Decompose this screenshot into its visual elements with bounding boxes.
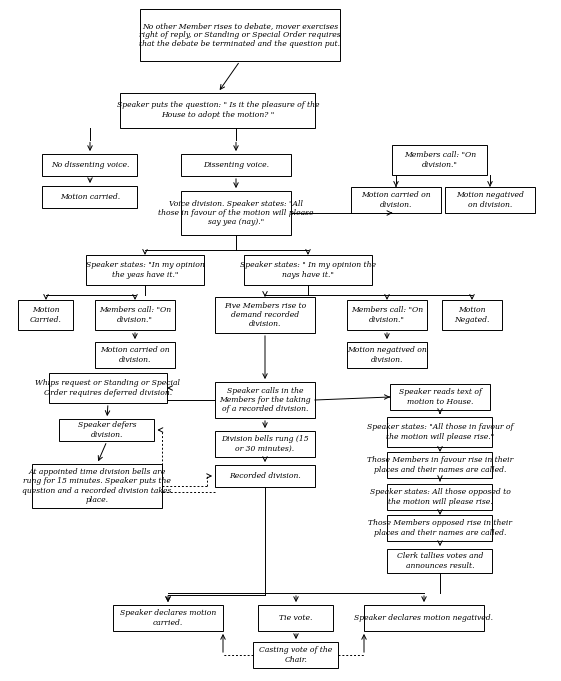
Bar	[181, 191, 291, 235]
Text: No dissenting voice.: No dissenting voice.	[51, 161, 129, 169]
Text: Speaker states: "In my opinion
the yeas have it.": Speaker states: "In my opinion the yeas …	[86, 262, 204, 279]
Text: Those Members in favour rise in their
places and their names are called.: Those Members in favour rise in their pl…	[367, 456, 513, 473]
Text: No other Member rises to debate, mover exercises
right of reply, or Standing or : No other Member rises to debate, mover e…	[139, 22, 341, 48]
Text: Speaker reads text of
motion to House.: Speaker reads text of motion to House.	[398, 388, 481, 406]
Bar	[49, 373, 167, 403]
Bar	[347, 300, 427, 330]
Bar	[388, 484, 493, 510]
Text: Dissenting voice.: Dissenting voice.	[203, 161, 269, 169]
Text: Division bells rung (15
or 30 minutes).: Division bells rung (15 or 30 minutes).	[221, 435, 309, 453]
Bar	[364, 605, 484, 631]
Text: Speaker declares motion negatived.: Speaker declares motion negatived.	[355, 614, 494, 622]
Bar	[32, 464, 162, 508]
Bar	[95, 300, 175, 330]
Text: Speaker puts the question: " Is it the pleasure of the
House to adopt the motion: Speaker puts the question: " Is it the p…	[117, 101, 319, 118]
Bar	[442, 300, 502, 330]
Bar	[347, 342, 427, 368]
Text: Tie vote.: Tie vote.	[279, 614, 312, 622]
Bar	[388, 452, 493, 478]
Bar	[393, 145, 488, 175]
Bar	[254, 642, 338, 668]
Text: Motion negatived on
division.: Motion negatived on division.	[347, 347, 427, 364]
Bar	[215, 297, 315, 333]
Bar	[86, 255, 204, 285]
Bar	[113, 605, 223, 631]
Bar	[215, 465, 315, 487]
Text: Motion carried.: Motion carried.	[60, 193, 120, 201]
Text: Motion carried on
division.: Motion carried on division.	[361, 191, 431, 208]
Text: Motion negatived
on division.: Motion negatived on division.	[456, 191, 524, 208]
Text: Five Members rise to
demand recorded
division.: Five Members rise to demand recorded div…	[224, 302, 306, 328]
Text: Members call: "On
division.": Members call: "On division."	[351, 306, 423, 323]
Text: Motion carried on
division.: Motion carried on division.	[100, 347, 170, 364]
Bar	[95, 342, 175, 368]
Bar	[43, 154, 137, 176]
Bar	[351, 187, 441, 213]
Bar	[390, 384, 490, 410]
Text: Speaker declares motion
carried.: Speaker declares motion carried.	[120, 609, 216, 627]
Bar	[59, 419, 154, 441]
Text: Speaker states: " In my opinion the
nays have it.": Speaker states: " In my opinion the nays…	[240, 262, 376, 279]
Text: Clerk tallies votes and
announces result.: Clerk tallies votes and announces result…	[397, 552, 483, 569]
Bar	[244, 255, 372, 285]
Text: Casting vote of the
Chair.: Casting vote of the Chair.	[259, 646, 333, 663]
Text: Speaker defers
division.: Speaker defers division.	[78, 422, 136, 439]
Bar	[445, 187, 535, 213]
Bar	[388, 417, 493, 447]
Bar	[388, 549, 493, 573]
Text: Whips request or Standing or Special
Order requires deferred division.: Whips request or Standing or Special Ord…	[35, 379, 181, 396]
Text: At appointed time division bells are
rung for 15 minutes. Speaker puts the
quest: At appointed time division bells are run…	[22, 469, 172, 504]
Bar	[259, 605, 333, 631]
Text: Members call: "On
division.": Members call: "On division."	[404, 151, 476, 169]
Text: Voice division. Speaker states: "All
those in favour of the motion will please
s: Voice division. Speaker states: "All tho…	[158, 200, 314, 226]
Bar	[19, 300, 73, 330]
Bar	[388, 515, 493, 541]
Bar	[181, 154, 291, 176]
Bar	[215, 382, 315, 418]
Text: Motion
Negated.: Motion Negated.	[454, 306, 490, 323]
Text: Members call: "On
division.": Members call: "On division."	[99, 306, 171, 323]
Text: Speaker calls in the
Members for the taking
of a recorded division.: Speaker calls in the Members for the tak…	[219, 387, 311, 413]
Bar	[43, 186, 137, 208]
Bar	[140, 9, 340, 61]
Bar	[121, 93, 315, 127]
Text: Speaker states: "All those in favour of
the motion will please rise.": Speaker states: "All those in favour of …	[367, 424, 513, 441]
Text: Those Members opposed rise in their
places and their names are called.: Those Members opposed rise in their plac…	[368, 520, 512, 537]
Bar	[215, 431, 315, 457]
Text: Recorded division.: Recorded division.	[229, 472, 301, 480]
Text: Motion
Carried.: Motion Carried.	[30, 306, 62, 323]
Text: Speaker states: All those opposed to
the motion will please rise.: Speaker states: All those opposed to the…	[370, 488, 511, 505]
